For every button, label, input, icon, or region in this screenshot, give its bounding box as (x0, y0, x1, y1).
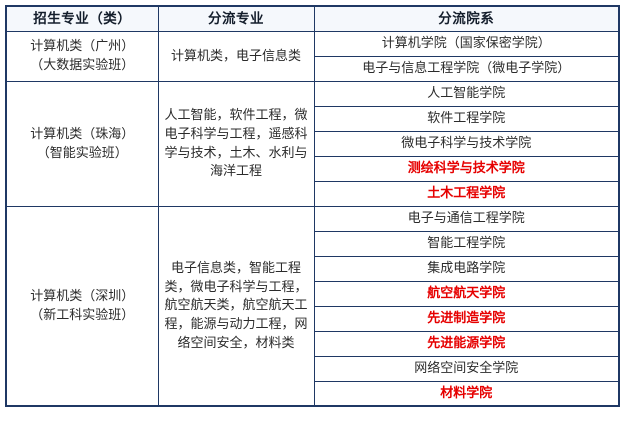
table-wrapper: 招生专业（类） 分流专业 分流院系 计算机类（广州） （大数据实验班） 计算机类… (5, 5, 620, 408)
table-row: 电子与信息工程学院（微电子学院） (6, 55, 620, 82)
college-cell-highlighted: 先进制造学院 (313, 305, 620, 332)
college-cell-highlighted: 土木工程学院 (313, 180, 620, 207)
table-row: 智能工程学院 (6, 230, 620, 257)
college-cell: 智能工程学院 (313, 230, 620, 257)
college-cell: 电子与通信工程学院 (313, 205, 620, 232)
table-row: 先进制造学院 (6, 305, 620, 332)
table-row: 网络空间安全学院 (6, 355, 620, 382)
major-cell-guangzhou: 计算机类（广州） （大数据实验班） (5, 30, 159, 82)
header-enrollment-major: 招生专业（类） (5, 5, 159, 32)
college-cell-highlighted: 航空航天学院 (313, 280, 620, 307)
college-cell: 人工智能学院 (313, 80, 620, 107)
major-cell-shenzhen: 计算机类（深圳） （新工科实验班） (5, 205, 159, 407)
college-cell-highlighted: 材料学院 (313, 380, 620, 407)
table-row: 航空航天学院 (6, 280, 620, 307)
table-row: 计算机类（广州） （大数据实验班） 计算机类，电子信息类 计算机学院（国家保密学… (5, 30, 620, 82)
table-row: 测绘科学与技术学院 (6, 155, 620, 182)
table-row: 材料学院 (6, 380, 620, 407)
college-cell: 计算机学院（国家保密学院） (313, 30, 620, 57)
college-cell-highlighted: 测绘科学与技术学院 (313, 155, 620, 182)
header-diversion-college: 分流院系 (313, 5, 620, 32)
college-cell: 网络空间安全学院 (313, 355, 620, 382)
streams-cell-shenzhen: 电子信息类，智能工程类，微电子科学与工程，航空航天类，航空航天工程，能源与动力工… (157, 205, 315, 407)
header-diversion-major: 分流专业 (157, 5, 315, 32)
table-row: 计算机类（珠海） （智能实验班） 人工智能，软件工程，微电子科学与工程，遥感科学… (5, 80, 620, 207)
table-row: 软件工程学院 (6, 105, 620, 132)
college-cell: 微电子科学与技术学院 (313, 130, 620, 157)
table-row: 计算机类（深圳） （新工科实验班） 电子信息类，智能工程类，微电子科学与工程，航… (5, 205, 620, 407)
table-row: 先进能源学院 (6, 330, 620, 357)
college-cell: 软件工程学院 (313, 105, 620, 132)
major-diversion-table: 招生专业（类） 分流专业 分流院系 计算机类（广州） （大数据实验班） 计算机类… (5, 5, 620, 408)
streams-cell-zhuhai: 人工智能，软件工程，微电子科学与工程，遥感科学与技术，土木、水利与海洋工程 (157, 80, 315, 207)
college-cell: 集成电路学院 (313, 255, 620, 282)
college-cell: 电子与信息工程学院（微电子学院） (313, 55, 620, 82)
table-header-row: 招生专业（类） 分流专业 分流院系 (5, 5, 620, 32)
major-cell-zhuhai: 计算机类（珠海） （智能实验班） (5, 80, 159, 207)
streams-cell-guangzhou: 计算机类，电子信息类 (157, 30, 315, 82)
table-row: 集成电路学院 (6, 255, 620, 282)
college-cell-highlighted: 先进能源学院 (313, 330, 620, 357)
